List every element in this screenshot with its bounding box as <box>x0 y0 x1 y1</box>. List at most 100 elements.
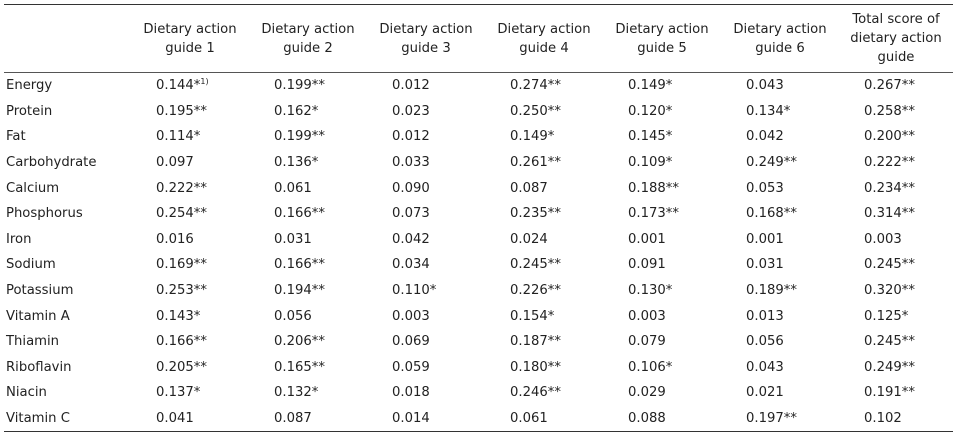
cell-value: 0.250** <box>510 103 561 119</box>
cell-value: 0.261** <box>510 155 561 171</box>
row-label: Vitamin A <box>6 308 70 324</box>
cell-value: 0.188** <box>628 180 679 196</box>
table-cell: 0.149* <box>485 124 603 150</box>
table-cell: 0.042 <box>721 124 839 150</box>
cell-value: 0.003 <box>864 231 902 247</box>
header-guide-6: Dietary action guide 6 <box>733 21 827 56</box>
table-cell: 0.246** <box>485 380 603 406</box>
cell-value: 0.166** <box>156 334 207 350</box>
table-cell: 0.012 <box>367 124 485 150</box>
table-cell: 0.031 <box>249 227 367 253</box>
table-cell: 0.145* <box>603 124 721 150</box>
table-cell: 0.106* <box>603 355 721 381</box>
cell-value: 0.090 <box>392 180 430 196</box>
table-cell: 0.320** <box>839 278 953 304</box>
table-cell: 0.021 <box>721 380 839 406</box>
cell-value: 0.166** <box>274 257 325 273</box>
table-cell: 0.188** <box>603 175 721 201</box>
row-label: Fat <box>6 129 26 145</box>
table-cell: 0.031 <box>721 252 839 278</box>
cell-value: 0.125* <box>864 308 909 324</box>
table-cell: 0.245** <box>485 252 603 278</box>
cell-value: 0.235** <box>510 206 561 222</box>
table-cell: 0.120* <box>603 99 721 125</box>
cell-value: 0.245** <box>864 257 915 273</box>
cell-value: 0.191** <box>864 385 915 401</box>
table-cell: 0.003 <box>603 303 721 329</box>
table-row: Sodium 0.169** 0.166** 0.034 0.245** 0.091 0.0… <box>4 252 953 278</box>
table-cell: 0.194** <box>249 278 367 304</box>
cell-value: 0.149* <box>628 78 673 94</box>
table-row: Potassium 0.253** 0.194** 0.110* 0.226** 0.13… <box>4 278 953 304</box>
row-label: Phosphorus <box>6 206 83 222</box>
cell-value: 0.031 <box>274 231 312 247</box>
table-cell: 0.097 <box>131 150 249 176</box>
cell-value: 0.267** <box>864 78 915 94</box>
cell-value: 0.249** <box>746 155 797 171</box>
header-corner <box>4 5 131 73</box>
row-label: Calcium <box>6 180 60 196</box>
cell-value: 0.187** <box>510 334 561 350</box>
table-cell: 0.069 <box>367 329 485 355</box>
table-cell: 0.166** <box>249 201 367 227</box>
table-cell: 0.003 <box>839 227 953 253</box>
table-cell: 0.206** <box>249 329 367 355</box>
cell-value: 0.162* <box>274 103 319 119</box>
table-row: Vitamin A 0.143* 0.056 0.003 0.154* 0.003 0.01… <box>4 303 953 329</box>
cell-value: 0.166** <box>274 206 325 222</box>
table-cell: 0.109* <box>603 150 721 176</box>
table-cell: 0.254** <box>131 201 249 227</box>
table-cell: 0.234** <box>839 175 953 201</box>
table-cell: 0.033 <box>367 150 485 176</box>
cell-value: 0.029 <box>628 385 666 401</box>
table-cell: 0.137* <box>131 380 249 406</box>
table-cell: 0.222** <box>839 150 953 176</box>
table-cell: 0.149* <box>603 73 721 99</box>
table-cell: 0.110* <box>367 278 485 304</box>
cell-value: 0.180** <box>510 359 561 375</box>
table-cell: 0.018 <box>367 380 485 406</box>
table-cell: 0.136* <box>249 150 367 176</box>
table-cell: 0.249** <box>721 150 839 176</box>
table-cell: 0.274** <box>485 73 603 99</box>
table-cell: 0.165** <box>249 355 367 381</box>
cell-value: 0.024 <box>510 231 548 247</box>
row-label: Protein <box>6 103 53 119</box>
table-cell: 0.250** <box>485 99 603 125</box>
table-cell: 0.168** <box>721 201 839 227</box>
table-cell: 0.012 <box>367 73 485 99</box>
cell-value: 0.234** <box>864 180 915 196</box>
row-label: Niacin <box>6 385 47 401</box>
row-label: Iron <box>6 231 32 247</box>
cell-value: 0.320** <box>864 283 915 299</box>
table-cell: 0.191** <box>839 380 953 406</box>
cell-value: 0.274** <box>510 78 561 94</box>
table-cell: 0.253** <box>131 278 249 304</box>
table-row: Protein 0.195** 0.162* 0.023 0.250** 0.120* 0.… <box>4 99 953 125</box>
table-cell: 0.166** <box>131 329 249 355</box>
cell-value: 0.031 <box>746 257 784 273</box>
cell-value: 0.033 <box>392 155 430 171</box>
cell-value: 0.254** <box>156 206 207 222</box>
cell-value: 0.132* <box>274 385 319 401</box>
cell-value: 0.206** <box>274 334 325 350</box>
table-cell: 0.249** <box>839 355 953 381</box>
table-cell: 0.143* <box>131 303 249 329</box>
table-cell: 0.162* <box>249 99 367 125</box>
table-cell: 0.003 <box>367 303 485 329</box>
cell-value: 0.314** <box>864 206 915 222</box>
cell-value: 0.034 <box>392 257 430 273</box>
cell-value: 0.137* <box>156 385 201 401</box>
table-cell: 0.169** <box>131 252 249 278</box>
cell-value: 0.114* <box>156 129 201 145</box>
cell-value: 0.012 <box>392 129 430 145</box>
table-cell: 0.043 <box>721 355 839 381</box>
cell-value: 0.246** <box>510 385 561 401</box>
cell-value: 0.001 <box>628 231 666 247</box>
table-row: Carbohydrate 0.097 0.136* 0.033 0.261** 0.109… <box>4 150 953 176</box>
table-cell: 0.024 <box>485 227 603 253</box>
correlation-table: Dietary action guide 1 Dietary action gu… <box>4 4 953 432</box>
cell-value: 0.154* <box>510 308 555 324</box>
table-cell: 0.061 <box>485 406 603 432</box>
correlation-table-container: Dietary action guide 1 Dietary action gu… <box>4 0 953 432</box>
